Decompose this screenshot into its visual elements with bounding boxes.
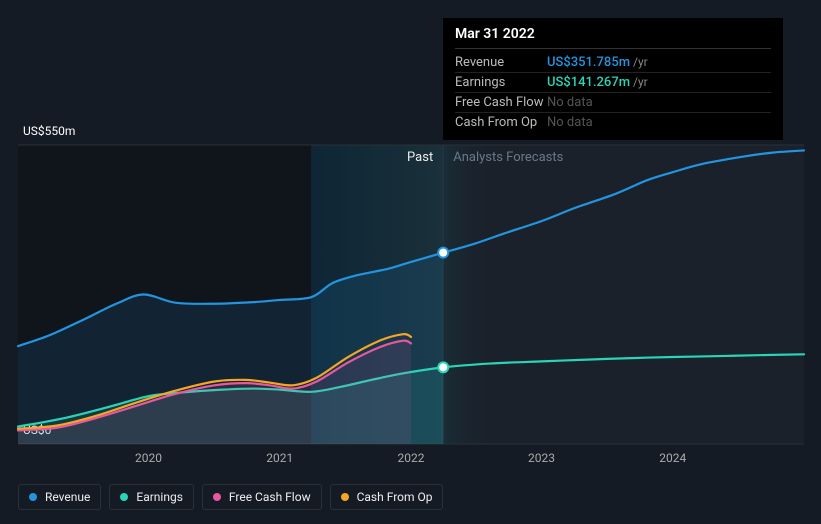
legend-dot-icon (120, 493, 128, 501)
legend-item-revenue[interactable]: Revenue (18, 484, 101, 510)
earnings-revenue-chart: US$550mUS$0PastAnalysts Forecasts2020202… (0, 0, 821, 524)
legend-label: Earnings (136, 490, 183, 504)
marker-revenue (438, 248, 448, 258)
legend-dot-icon (341, 493, 349, 501)
legend-label: Free Cash Flow (229, 490, 311, 504)
tooltip-row-value: US$141.267m (547, 75, 630, 90)
tooltip-row-label: Cash From Op (455, 115, 547, 130)
legend-item-earnings[interactable]: Earnings (109, 484, 194, 510)
svg-text:2021: 2021 (266, 451, 293, 465)
legend-item-cfo[interactable]: Cash From Op (330, 484, 444, 510)
svg-text:2023: 2023 (528, 451, 555, 465)
svg-text:2020: 2020 (135, 451, 162, 465)
tooltip-row-label: Revenue (455, 55, 547, 70)
svg-text:2022: 2022 (398, 451, 425, 465)
tooltip-row-unit: /yr (633, 75, 648, 90)
legend-dot-icon (213, 493, 221, 501)
svg-text:Past: Past (407, 150, 433, 165)
tooltip-row: RevenueUS$351.785m/yr (455, 53, 771, 73)
legend-label: Cash From Op (357, 490, 433, 504)
tooltip-row-value: US$351.785m (547, 55, 630, 70)
chart-legend: Revenue Earnings Free Cash Flow Cash From O… (18, 484, 443, 510)
tooltip-row-label: Earnings (455, 75, 547, 90)
tooltip-row: EarningsUS$141.267m/yr (455, 73, 771, 93)
legend-label: Revenue (45, 490, 90, 504)
svg-text:2024: 2024 (659, 451, 686, 465)
marker-earnings (438, 362, 448, 372)
tooltip-row-label: Free Cash Flow (455, 95, 547, 110)
tooltip-row-nodata: No data (547, 95, 593, 110)
svg-text:US$550m: US$550m (23, 124, 75, 138)
svg-text:Analysts Forecasts: Analysts Forecasts (453, 150, 563, 165)
legend-dot-icon (29, 493, 37, 501)
tooltip-row: Free Cash FlowNo data (455, 93, 771, 113)
tooltip-title: Mar 31 2022 (455, 26, 771, 49)
tooltip-row-unit: /yr (633, 55, 648, 70)
tooltip-row: Cash From OpNo data (455, 113, 771, 132)
chart-tooltip: Mar 31 2022 RevenueUS$351.785m/yrEarning… (443, 18, 783, 140)
tooltip-row-nodata: No data (547, 115, 593, 130)
legend-item-fcf[interactable]: Free Cash Flow (202, 484, 322, 510)
